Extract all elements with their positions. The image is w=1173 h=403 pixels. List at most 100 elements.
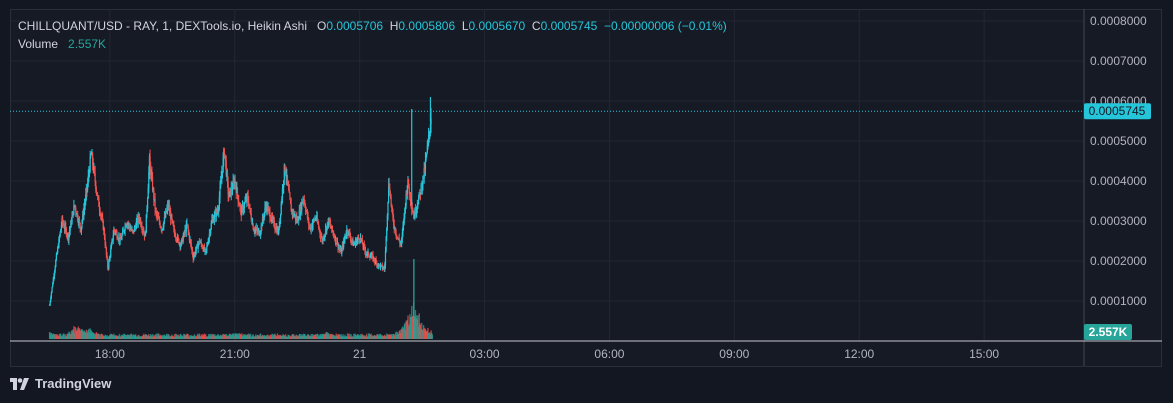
candle-body — [286, 174, 288, 178]
volume-bar — [413, 259, 415, 339]
candle-body — [156, 215, 159, 217]
candle-body — [300, 204, 302, 210]
candle-body — [412, 213, 415, 217]
volume-bar — [317, 334, 319, 339]
candle-body — [298, 218, 300, 221]
candle-body — [236, 188, 238, 193]
candle-body — [344, 236, 347, 238]
candle-body — [428, 132, 430, 136]
candle-body — [284, 169, 287, 175]
high-label: H — [389, 19, 399, 33]
candle-body — [210, 229, 212, 234]
candle-body — [67, 233, 69, 236]
candle-body — [378, 263, 380, 265]
candle-body — [224, 153, 226, 157]
candle-body — [422, 175, 425, 179]
volume-label[interactable]: Volume — [18, 37, 59, 51]
volume-bar — [260, 333, 262, 339]
candle-body — [409, 193, 411, 195]
candle-body — [236, 188, 239, 196]
candle-body — [169, 211, 171, 213]
candle-body — [57, 247, 59, 253]
candle-body — [278, 226, 280, 228]
candle-body — [128, 224, 130, 226]
candle-body — [65, 228, 68, 236]
candle-body — [85, 194, 87, 202]
candle-body — [182, 236, 184, 242]
candle-body — [189, 239, 191, 241]
candle-body — [150, 164, 152, 176]
volume-bar — [370, 333, 372, 339]
candle-body — [166, 208, 168, 213]
time-tick-label: 09:00 — [719, 347, 749, 361]
candle-body — [375, 259, 377, 262]
candle-body — [180, 240, 182, 246]
candle-body — [68, 234, 70, 241]
candle-body — [363, 244, 365, 247]
candle-body — [351, 240, 353, 242]
candle-body — [65, 225, 67, 229]
candle-body — [332, 230, 334, 233]
candle-body — [59, 232, 61, 237]
candle-body — [394, 227, 397, 234]
tradingview-branding[interactable]: TradingView — [10, 376, 111, 391]
volume-tag: 2.557K — [1084, 324, 1132, 340]
candle-body — [367, 252, 369, 254]
candle-body — [349, 236, 352, 240]
change-value: −0.00000006 (−0.01%) — [603, 19, 727, 33]
volume-bar — [205, 334, 207, 339]
candle-body — [160, 227, 162, 230]
candle-body — [231, 187, 233, 190]
candle-body — [277, 229, 279, 234]
candle-body — [70, 221, 72, 228]
candle-body — [338, 247, 340, 249]
candle-body — [303, 199, 305, 201]
symbol-title[interactable]: CHILLQUANT/USD - RAY, 1, DEXTools.io, He… — [18, 19, 307, 33]
candle-body — [82, 213, 84, 216]
candle-body — [245, 198, 247, 202]
candle-body — [363, 244, 365, 247]
candle-body — [338, 247, 340, 249]
candle-body — [219, 187, 221, 198]
candle-body — [240, 208, 242, 216]
candle-body — [356, 239, 358, 241]
candle-body — [127, 223, 129, 225]
candle-body — [161, 228, 164, 231]
candle-body — [247, 195, 249, 203]
volume-bar — [173, 334, 176, 339]
candle-body — [191, 250, 194, 255]
candle-body — [309, 226, 311, 228]
candle-body — [220, 178, 222, 183]
candle-body — [144, 234, 146, 237]
candle-body — [199, 242, 201, 244]
candle-body — [165, 211, 167, 217]
candle-body — [230, 189, 232, 196]
candle-body — [366, 252, 368, 255]
candle-body — [427, 135, 430, 142]
candle-body — [145, 214, 147, 233]
candle-body — [49, 301, 51, 306]
low-label: L — [461, 19, 469, 33]
candle-body — [414, 209, 417, 215]
chart-frame[interactable] — [10, 9, 1162, 367]
candle-body — [263, 217, 265, 219]
candle-body — [366, 254, 368, 256]
candle-body — [325, 228, 327, 232]
candle-body — [306, 211, 309, 218]
candle-body — [241, 207, 243, 216]
candle-body — [196, 244, 199, 249]
candle-body — [93, 167, 96, 174]
candle-body — [318, 227, 320, 230]
candle-body — [308, 218, 310, 225]
volume-bar — [250, 333, 252, 339]
volume-bar — [315, 334, 317, 339]
volume-bar — [349, 333, 351, 339]
candle-body — [249, 207, 251, 209]
candle-body — [233, 181, 235, 186]
candle-body — [120, 237, 122, 240]
high-value: 0.0005806 — [398, 19, 456, 33]
candle-body — [227, 181, 229, 195]
candle-body — [146, 198, 149, 209]
candle-body — [138, 218, 141, 221]
